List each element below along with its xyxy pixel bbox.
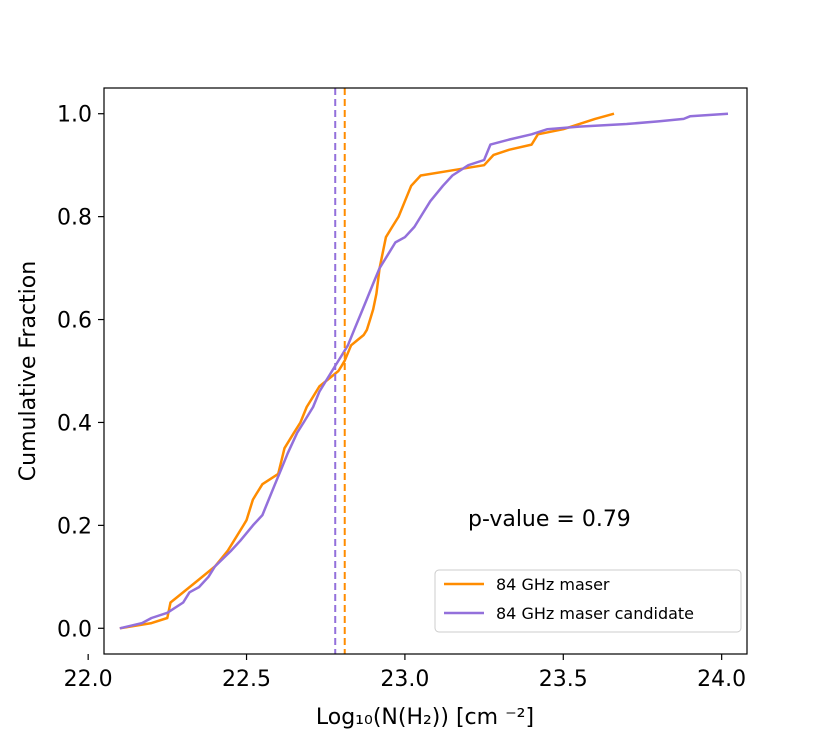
legend-box bbox=[434, 569, 742, 633]
y-tick-label: 1.0 bbox=[57, 103, 92, 128]
p-value-annotation: p-value = 0.79 bbox=[468, 507, 631, 532]
legend-label-maser: 84 GHz maser bbox=[496, 575, 610, 594]
median-layer bbox=[334, 88, 346, 654]
legend: 84 GHz maser 84 GHz maser candidate bbox=[434, 569, 742, 633]
y-tick-label: 0.0 bbox=[57, 617, 92, 642]
x-tick-label: 23.5 bbox=[539, 667, 588, 692]
x-axis: 22.0 22.5 23.0 23.5 24.0 bbox=[64, 654, 746, 692]
series-line-1 bbox=[119, 112, 729, 630]
plot-frame bbox=[103, 87, 748, 655]
y-tick-label: 0.4 bbox=[57, 411, 92, 436]
x-tick-label: 22.5 bbox=[222, 667, 271, 692]
x-tick-label: 23.0 bbox=[380, 667, 429, 692]
y-tick-label: 0.6 bbox=[57, 309, 92, 334]
y-tick-label: 0.8 bbox=[57, 206, 92, 231]
series-layer bbox=[119, 112, 729, 630]
x-tick-label: 22.0 bbox=[64, 667, 113, 692]
x-axis-title: Log₁₀(N(H₂)) [cm ⁻²] bbox=[316, 705, 534, 730]
legend-label-candidate: 84 GHz maser candidate bbox=[496, 604, 694, 623]
y-tick-label: 0.2 bbox=[57, 514, 92, 539]
y-axis: 0.0 0.2 0.4 0.6 0.8 1.0 bbox=[57, 103, 104, 642]
y-axis-title: Cumulative Fraction bbox=[16, 261, 41, 481]
x-tick-label: 24.0 bbox=[697, 667, 746, 692]
series-line-0 bbox=[119, 112, 615, 630]
